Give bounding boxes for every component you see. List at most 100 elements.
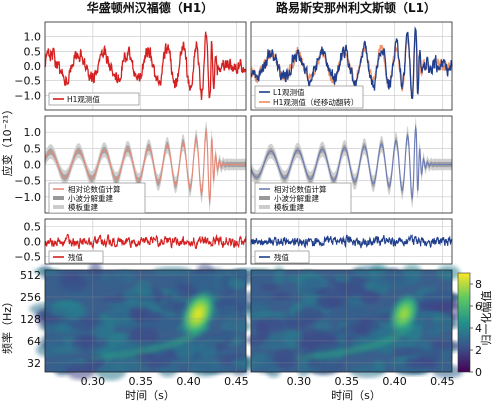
spectrogram-texture — [358, 320, 371, 337]
ytick-label: 0.0 — [24, 236, 42, 249]
spectrogram-texture — [235, 271, 274, 284]
axes-frame — [44, 115, 247, 214]
ytick-label: 0.0 — [24, 159, 42, 172]
axes-frame — [250, 269, 453, 373]
legend-nr-label-left: 相对论数值计算 — [68, 184, 121, 194]
colorbar-tick-label: 4 — [475, 322, 482, 335]
xtick-label: 0.40 — [176, 375, 201, 388]
spectrogram-texture — [302, 277, 322, 292]
spectrogram-texture — [334, 284, 366, 297]
spectrogram-texture — [426, 322, 463, 329]
ytick-label: −1.0 — [14, 191, 41, 204]
spectrogram-texture — [91, 322, 115, 341]
h1-residual-line — [44, 233, 247, 250]
axes-frame — [250, 218, 453, 265]
spectrogram-texture — [282, 316, 310, 330]
spectrogram-texture — [47, 337, 67, 347]
spectrogram-texture — [101, 295, 129, 303]
ytick-label: −0.5 — [14, 75, 41, 88]
xtick-label: 0.30 — [287, 375, 312, 388]
legend-row2-left: 相对论数值计算 小波分解重建 模板重建 — [48, 182, 146, 214]
legend-residual-label-left: 残值 — [68, 252, 83, 262]
spectrogram-texture — [204, 336, 226, 344]
xtick-label: 0.35 — [128, 375, 153, 388]
spectrogram-texture — [392, 347, 425, 356]
l1-observed-line — [250, 26, 453, 100]
ytick-label: 64 — [27, 335, 41, 348]
panel-left-row1: 1.00.5 0.0 −0.5−1.0 — [14, 21, 247, 111]
axes-frame — [44, 269, 247, 373]
colorbar-tick-label: 6 — [475, 300, 482, 313]
legend-residual-label-right: 残值 — [274, 252, 289, 262]
ytick-label: 128 — [20, 313, 41, 326]
spectrogram-texture — [152, 266, 193, 277]
spectrogram-texture — [88, 262, 103, 282]
chirp-peak — [179, 289, 217, 339]
spectrogram-texture — [33, 267, 60, 274]
legend-row2-right: 相对论数值计算 小波分解重建 模板重建 — [254, 182, 352, 214]
xtick-label: 0.45 — [430, 375, 455, 388]
spectrogram-texture — [436, 265, 460, 281]
legend-l1-row1: L1观测值 H1观测值（经移动翻转） — [254, 85, 364, 109]
colorbar-tick-label: 2 — [475, 344, 482, 357]
ytick-label: 0.0 — [24, 60, 42, 73]
spectrogram-texture — [333, 273, 352, 283]
l1-residual-line — [250, 233, 453, 249]
ytick-label: −0.5 — [14, 251, 41, 264]
ytick-label: 1.0 — [24, 126, 42, 139]
panel-right-row2 — [250, 115, 453, 214]
colorbar-tick-label: 8 — [475, 278, 482, 291]
h1-observed-line — [44, 31, 247, 100]
ytick-label: −0.5 — [14, 175, 41, 188]
panel-right-row4: 0.30 0.35 0.40 0.45 — [233, 264, 470, 388]
spectrogram-texture — [258, 342, 298, 350]
spectrogram-texture — [432, 364, 463, 379]
legend-template-label-right: 模板重建 — [274, 202, 304, 212]
spectrogram-texture — [272, 266, 286, 285]
numerical-relativity-line — [44, 128, 246, 204]
axes-frame — [250, 115, 453, 214]
legend-h1-row1: H1观测值 — [48, 92, 140, 106]
legend-residual-left: 残值 — [48, 250, 104, 264]
ytick-label: 32 — [27, 357, 41, 370]
axes-frame — [44, 21, 247, 111]
spectrogram-texture — [175, 282, 195, 290]
numerical-relativity-line — [250, 125, 452, 201]
ytick-label: 256 — [20, 291, 41, 304]
spectrogram-texture — [196, 364, 234, 375]
title-right: 路易斯安那州利文斯顿（L1） — [276, 0, 436, 15]
spectrogram-texture — [139, 355, 173, 369]
spectrogram-texture — [423, 300, 461, 310]
panel-left-row2: 1.0 0.5 0.0 −0.5 −1.0 — [14, 115, 247, 214]
spectrogram-texture — [219, 330, 238, 340]
legend-nr-label-right: 相对论数值计算 — [274, 184, 327, 194]
axes-frame — [250, 21, 453, 111]
title-left: 华盛顿州汉福德（H1） — [87, 0, 213, 15]
legend-residual-right: 残值 — [254, 250, 310, 264]
spectrogram-texture — [195, 340, 218, 358]
spectrogram-texture — [260, 283, 280, 292]
spectrogram-texture — [301, 336, 341, 352]
panel-left-row4: 512 256 128 64 32 0.30 0.35 0.40 0.45 — [20, 262, 252, 388]
spectrogram-texture — [349, 364, 386, 378]
legend-wavelet-label-right: 小波分解重建 — [274, 193, 319, 203]
panel-left-row3: 0.5 0.0 −0.5 — [14, 218, 247, 265]
spectrogram-texture — [59, 271, 89, 292]
spectrogram-texture — [133, 280, 153, 297]
spectrogram-texture — [65, 362, 96, 380]
xtick-label: 0.45 — [224, 375, 249, 388]
spectrogram-texture — [271, 291, 291, 301]
spectrogram-texture — [404, 356, 433, 368]
spectrogram-texture — [40, 321, 74, 334]
ylabel-freq: 频率（Hz） — [0, 296, 14, 354]
spectrogram-texture — [100, 273, 126, 293]
ytick-label: 0.5 — [24, 221, 42, 234]
colorbar-tick-label: 0 — [475, 366, 482, 379]
spectrogram-texture — [63, 308, 81, 321]
ytick-label: 512 — [20, 269, 41, 282]
legend-h1-shifted-label: H1观测值（经移动翻转） — [273, 97, 358, 107]
spectrogram-texture — [243, 303, 271, 321]
xtick-label: 0.30 — [81, 375, 106, 388]
xtick-label: 0.35 — [334, 375, 359, 388]
